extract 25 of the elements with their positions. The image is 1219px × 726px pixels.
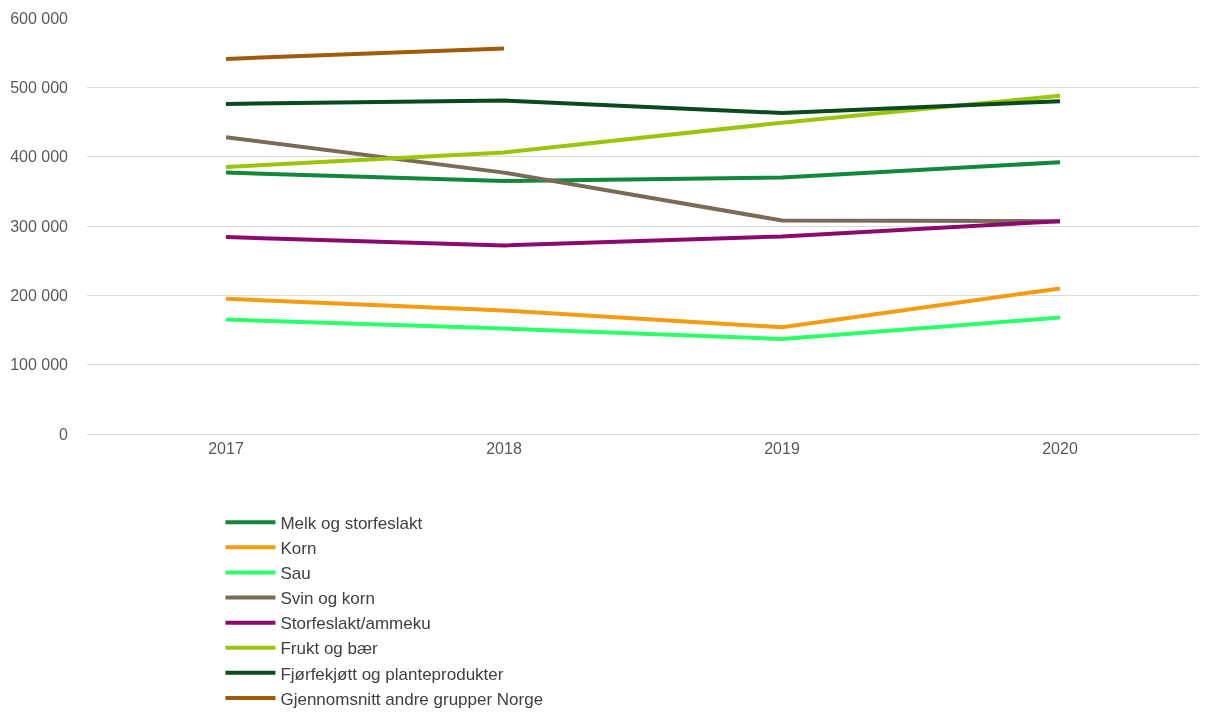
legend-label: Korn [280,539,317,558]
legend-label: Sau [280,564,311,584]
line-series [224,98,1062,115]
line-series [224,93,1062,170]
y-tick-label: 400 000 [10,148,69,166]
line-series [224,160,1062,183]
legend-label: Gjennomsnitt andre grupper Norge [280,689,544,709]
legend-label: Melk og storfeslakt [280,513,423,533]
y-tick-label: 200 000 [10,286,69,304]
y-tick-label: 0 [59,425,69,443]
line-series [224,219,1062,248]
x-tick-label: 2017 [208,440,244,458]
x-tick-label: 2018 [486,440,522,458]
y-tick-label: 300 000 [10,217,69,235]
legend-label: Frukt og bær [280,639,379,659]
x-tick-label: 2019 [764,440,800,458]
x-tick-label: 2020 [1042,440,1078,458]
y-tick-label: 600 000 [10,9,69,27]
y-tick-label: 100 000 [10,356,69,374]
line-series [224,286,1062,330]
line-series [224,315,1062,342]
legend-label: Svin og korn [280,589,375,609]
y-tick-label: 500 000 [10,78,69,96]
legend-label: Fjørfekjøtt og planteprodukter [280,664,504,684]
legend-label: Storfeslakt/ammeku [280,614,431,634]
